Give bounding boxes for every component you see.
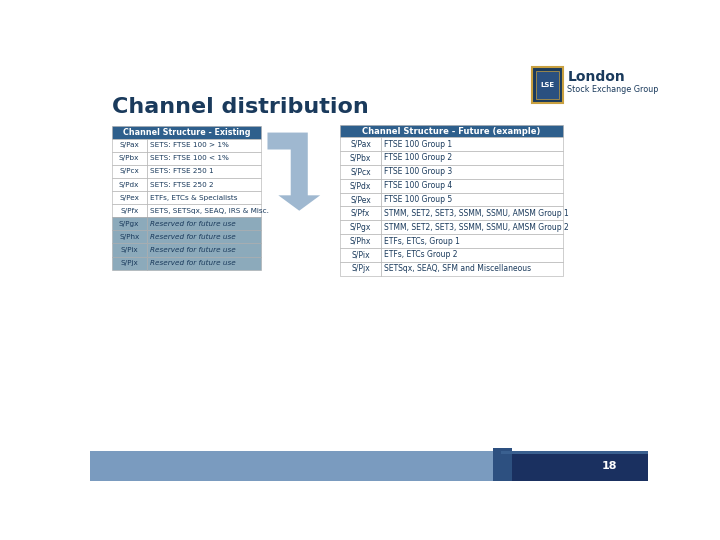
FancyBboxPatch shape: [341, 165, 381, 179]
FancyBboxPatch shape: [147, 139, 261, 152]
FancyBboxPatch shape: [381, 206, 563, 220]
FancyBboxPatch shape: [341, 248, 381, 262]
FancyBboxPatch shape: [112, 126, 261, 139]
Text: S/Phx: S/Phx: [119, 234, 139, 240]
Text: FTSE 100 Group 2: FTSE 100 Group 2: [384, 153, 452, 163]
FancyBboxPatch shape: [147, 217, 261, 231]
Text: S/Pbx: S/Pbx: [350, 153, 372, 163]
Text: Reserved for future use: Reserved for future use: [150, 260, 235, 266]
FancyBboxPatch shape: [112, 256, 147, 269]
FancyBboxPatch shape: [147, 165, 261, 178]
Text: London: London: [567, 70, 625, 84]
FancyBboxPatch shape: [381, 151, 563, 165]
FancyBboxPatch shape: [147, 231, 261, 244]
FancyBboxPatch shape: [341, 193, 381, 206]
Text: S/Pdx: S/Pdx: [350, 181, 372, 190]
Text: Channel Structure - Future (example): Channel Structure - Future (example): [362, 126, 541, 136]
FancyBboxPatch shape: [147, 152, 261, 165]
FancyBboxPatch shape: [493, 448, 513, 481]
Text: SETSqx, SEAQ, SFM and Miscellaneous: SETSqx, SEAQ, SFM and Miscellaneous: [384, 265, 531, 273]
FancyBboxPatch shape: [530, 65, 648, 105]
FancyBboxPatch shape: [112, 217, 147, 231]
Text: S/Pjx: S/Pjx: [351, 265, 370, 273]
FancyBboxPatch shape: [341, 262, 381, 276]
Text: Reserved for future use: Reserved for future use: [150, 221, 235, 227]
FancyBboxPatch shape: [532, 67, 563, 103]
FancyBboxPatch shape: [500, 451, 648, 481]
Text: STMM, SET2, SET3, SSMM, SSMU, AMSM Group 2: STMM, SET2, SET3, SSMM, SSMU, AMSM Group…: [384, 223, 569, 232]
FancyBboxPatch shape: [381, 220, 563, 234]
FancyBboxPatch shape: [341, 125, 563, 137]
Text: S/Pfx: S/Pfx: [351, 209, 370, 218]
Text: 18: 18: [601, 461, 617, 471]
Text: S/Pex: S/Pex: [120, 194, 139, 201]
FancyBboxPatch shape: [341, 234, 381, 248]
Text: Reserved for future use: Reserved for future use: [150, 247, 235, 253]
FancyBboxPatch shape: [90, 451, 520, 481]
Text: SETS: FTSE 250 1: SETS: FTSE 250 1: [150, 168, 213, 174]
Text: S/Phx: S/Phx: [350, 237, 372, 246]
FancyBboxPatch shape: [112, 231, 147, 244]
Text: Stock Exchange Group: Stock Exchange Group: [567, 85, 659, 94]
FancyBboxPatch shape: [112, 152, 147, 165]
FancyBboxPatch shape: [381, 165, 563, 179]
Text: FTSE 100 Group 5: FTSE 100 Group 5: [384, 195, 452, 204]
Text: S/Pax: S/Pax: [350, 140, 371, 149]
FancyBboxPatch shape: [112, 139, 147, 152]
Text: SETS: FTSE 100 > 1%: SETS: FTSE 100 > 1%: [150, 142, 228, 149]
Text: SETS: FTSE 100 < 1%: SETS: FTSE 100 < 1%: [150, 156, 228, 161]
FancyBboxPatch shape: [147, 178, 261, 191]
FancyBboxPatch shape: [112, 191, 147, 204]
Text: S/Pbx: S/Pbx: [119, 156, 140, 161]
FancyBboxPatch shape: [381, 179, 563, 193]
Text: Reserved for future use: Reserved for future use: [150, 234, 235, 240]
Text: FTSE 100 Group 4: FTSE 100 Group 4: [384, 181, 452, 190]
FancyBboxPatch shape: [112, 244, 147, 256]
Text: LSE: LSE: [540, 82, 554, 88]
Text: S/Pjx: S/Pjx: [120, 260, 138, 266]
Text: S/Pax: S/Pax: [120, 142, 139, 149]
Text: SETS, SETSqx, SEAQ, IRS & Misc.: SETS, SETSqx, SEAQ, IRS & Misc.: [150, 208, 269, 214]
FancyBboxPatch shape: [500, 450, 648, 454]
FancyBboxPatch shape: [112, 204, 147, 217]
FancyBboxPatch shape: [381, 248, 563, 262]
Text: S/Pdx: S/Pdx: [119, 181, 140, 187]
FancyBboxPatch shape: [112, 178, 147, 191]
Polygon shape: [267, 132, 320, 211]
Text: ETFs, ETCs Group 2: ETFs, ETCs Group 2: [384, 251, 457, 260]
Text: FTSE 100 Group 3: FTSE 100 Group 3: [384, 167, 452, 177]
FancyBboxPatch shape: [381, 262, 563, 276]
Text: ETFs, ETCs, Group 1: ETFs, ETCs, Group 1: [384, 237, 459, 246]
Text: ETFs, ETCs & Specialists: ETFs, ETCs & Specialists: [150, 194, 237, 201]
FancyBboxPatch shape: [536, 71, 559, 99]
Text: S/Pcx: S/Pcx: [350, 167, 371, 177]
Text: Channel distribution: Channel distribution: [112, 97, 369, 117]
FancyBboxPatch shape: [381, 234, 563, 248]
Text: S/Pcx: S/Pcx: [120, 168, 139, 174]
FancyBboxPatch shape: [341, 179, 381, 193]
FancyBboxPatch shape: [147, 204, 261, 217]
FancyBboxPatch shape: [341, 151, 381, 165]
FancyBboxPatch shape: [341, 206, 381, 220]
Text: S/Pfx: S/Pfx: [120, 208, 138, 214]
Text: SETS: FTSE 250 2: SETS: FTSE 250 2: [150, 181, 213, 187]
Text: FTSE 100 Group 1: FTSE 100 Group 1: [384, 140, 452, 149]
Text: S/Pgx: S/Pgx: [350, 223, 372, 232]
Text: Channel Structure - Existing: Channel Structure - Existing: [122, 128, 251, 137]
FancyBboxPatch shape: [341, 220, 381, 234]
Text: S/Pex: S/Pex: [350, 195, 371, 204]
Text: S/Pix: S/Pix: [351, 251, 370, 260]
FancyBboxPatch shape: [147, 244, 261, 256]
FancyBboxPatch shape: [381, 193, 563, 206]
FancyBboxPatch shape: [341, 137, 381, 151]
FancyBboxPatch shape: [381, 137, 563, 151]
Text: S/Pix: S/Pix: [120, 247, 138, 253]
Text: STMM, SET2, SET3, SSMM, SSMU, AMSM Group 1: STMM, SET2, SET3, SSMM, SSMU, AMSM Group…: [384, 209, 569, 218]
FancyBboxPatch shape: [147, 256, 261, 269]
FancyBboxPatch shape: [112, 165, 147, 178]
FancyBboxPatch shape: [147, 191, 261, 204]
Text: S/Pgx: S/Pgx: [119, 221, 140, 227]
